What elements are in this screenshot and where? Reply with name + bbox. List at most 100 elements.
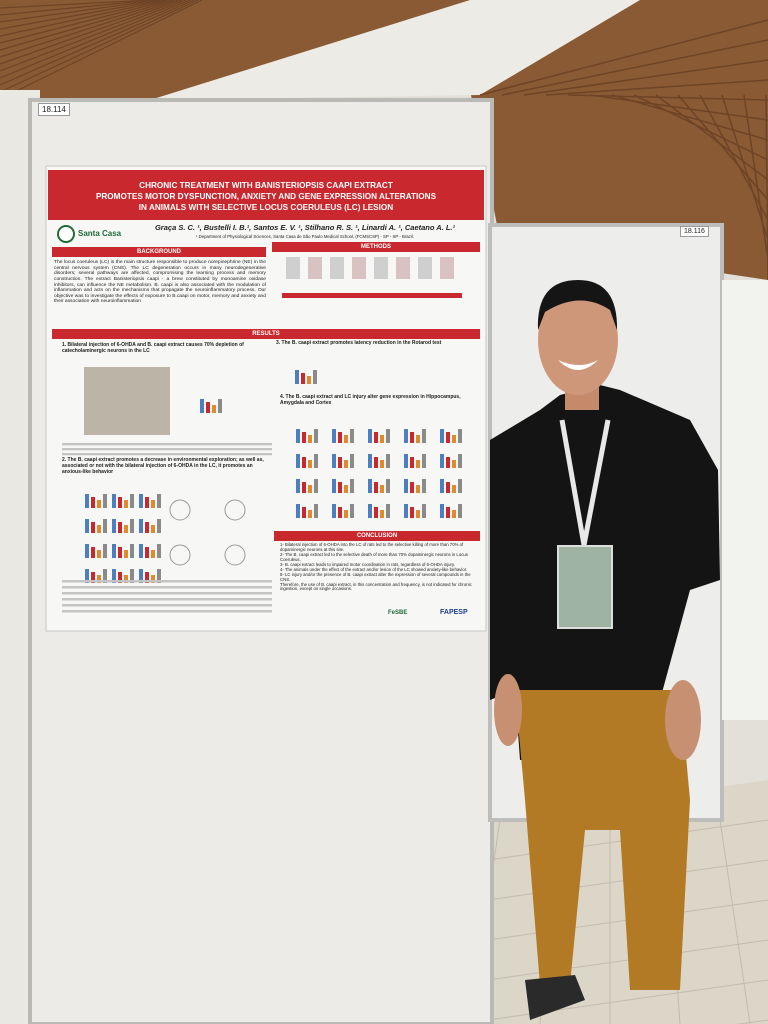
figure-bar xyxy=(374,482,378,493)
figure-bar xyxy=(112,544,116,558)
figure-bar xyxy=(206,402,210,413)
figure-bar xyxy=(410,432,414,443)
board-number: 18.114 xyxy=(38,103,70,116)
figure-bar xyxy=(145,547,149,558)
caption-line xyxy=(62,580,272,583)
figure-bar xyxy=(368,454,372,468)
board-number: 18.116 xyxy=(680,226,709,237)
result-heading: 4. The B. caapi extract and LC injury al… xyxy=(280,394,461,406)
result-heading: 2. The B. caapi extract promotes a decre… xyxy=(62,457,264,475)
figure-bar xyxy=(344,485,348,493)
figure-bar xyxy=(452,435,456,443)
figure-bar xyxy=(112,519,116,533)
figure-bar xyxy=(458,454,462,468)
figure-bar xyxy=(151,575,155,583)
figure-bar xyxy=(145,572,149,583)
plank-seam xyxy=(0,0,203,100)
figure-bar xyxy=(344,460,348,468)
plank-seam xyxy=(0,0,183,65)
caption-line xyxy=(62,443,272,446)
figure-bar xyxy=(124,575,128,583)
maze-diagram xyxy=(169,499,191,521)
figure-bar xyxy=(139,494,143,508)
figure-bar xyxy=(332,429,336,443)
footer-logo: FAPESP xyxy=(440,609,468,616)
figure-bar xyxy=(151,500,155,508)
figure-bar xyxy=(440,504,444,518)
plank-seam xyxy=(0,0,159,23)
figure-bar xyxy=(302,507,306,518)
plank-seam xyxy=(567,94,768,101)
figure-bar xyxy=(302,457,306,468)
figure-bar xyxy=(404,454,408,468)
figure-bar xyxy=(332,454,336,468)
conclusion: 5- LC injury and/or the presence of B. c… xyxy=(280,571,471,582)
tile-seam xyxy=(487,939,768,981)
trousers xyxy=(515,690,690,990)
plank-seam xyxy=(479,19,768,96)
badge xyxy=(557,545,613,629)
figure-bar xyxy=(416,460,420,468)
authors: Graça S. C. ¹, Bustelli I. B.¹, Santos E… xyxy=(154,223,456,232)
figure-bar xyxy=(338,432,342,443)
figure-bar xyxy=(458,479,462,493)
poster-title: CHRONIC TREATMENT WITH BANISTERIOPSIS CA… xyxy=(60,180,472,213)
figure-bar xyxy=(386,504,390,518)
figure-bar xyxy=(296,479,300,493)
title-line: IN ANIMALS WITH SELECTIVE LOCUS COERULEU… xyxy=(138,203,394,212)
maze-diagram xyxy=(224,544,246,566)
figure-bar xyxy=(416,435,420,443)
figure-bar xyxy=(157,569,161,583)
result-heading: 3. The B. caapi extract promotes latency… xyxy=(276,340,442,346)
maze-diagram xyxy=(224,499,246,521)
figure-bar xyxy=(302,482,306,493)
tile-seam xyxy=(719,819,751,1024)
method-icon xyxy=(374,257,388,279)
figure-bar xyxy=(404,479,408,493)
figure-bar xyxy=(440,454,444,468)
figure-bar xyxy=(338,482,342,493)
figure-bar xyxy=(124,525,128,533)
figure-bar xyxy=(422,454,426,468)
figure-bar xyxy=(118,547,122,558)
section-heading: CONCLUSION xyxy=(274,531,480,541)
figure-area xyxy=(62,257,462,613)
logo-text: Santa Casa xyxy=(78,229,122,238)
figure-bar xyxy=(85,494,89,508)
figure-bar xyxy=(446,482,450,493)
figure-bar xyxy=(410,457,414,468)
figure-bar xyxy=(130,519,134,533)
figure-bar xyxy=(314,504,318,518)
figure-bar xyxy=(446,507,450,518)
window xyxy=(722,280,768,720)
figure-bar xyxy=(380,460,384,468)
figure-bar xyxy=(218,399,222,413)
figure-bar xyxy=(124,550,128,558)
figure-bar xyxy=(368,504,372,518)
figure-bar xyxy=(338,507,342,518)
figure-bar xyxy=(332,504,336,518)
figure-bar xyxy=(404,429,408,443)
figure-bar xyxy=(458,504,462,518)
section-heading: METHODS xyxy=(272,242,480,252)
figure-bar xyxy=(446,432,450,443)
figure-bar xyxy=(422,504,426,518)
figure-bar xyxy=(386,479,390,493)
figure-bar xyxy=(130,569,134,583)
method-icon xyxy=(330,257,344,279)
figure-bar xyxy=(103,494,107,508)
method-icon xyxy=(352,257,366,279)
title-line: CHRONIC TREATMENT WITH BANISTERIOPSIS CA… xyxy=(139,181,393,190)
figure-bar xyxy=(130,544,134,558)
figure-bar xyxy=(124,500,128,508)
figure-bar xyxy=(301,373,305,384)
figure-bar xyxy=(97,525,101,533)
figure-bar xyxy=(422,429,426,443)
affiliation: ¹ Department of Physiological Sciences, … xyxy=(196,234,414,239)
figure-bar xyxy=(452,510,456,518)
figure-bar xyxy=(422,479,426,493)
figure-bar xyxy=(139,519,143,533)
caption-line xyxy=(62,610,272,613)
